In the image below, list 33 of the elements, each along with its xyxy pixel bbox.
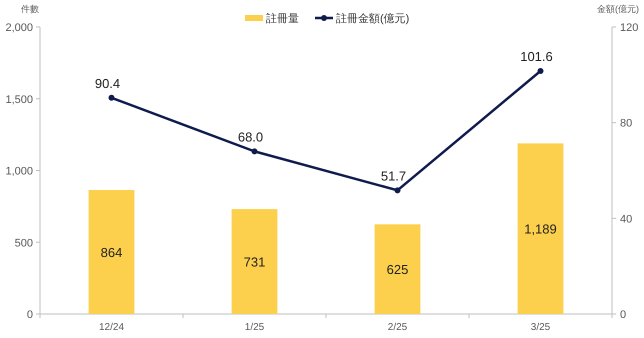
y-tick-label: 500 [14,237,33,250]
point [538,68,544,74]
y2-tick-label: 0 [620,309,626,321]
point [108,94,114,101]
x-tick-label: 3/25 [530,322,551,333]
y-axis-title: 件數 [21,4,39,14]
y2-axis-title: 金額(億元) [597,4,639,14]
y2-tick-label: 40 [620,213,632,226]
bar [374,224,420,314]
point [252,148,258,154]
data-label: 625 [386,262,408,278]
x-tick-label: 1/25 [244,322,265,333]
data-label: 864 [100,245,122,260]
legend-label: 註冊量 [266,12,299,25]
point [394,187,400,194]
legend-label: 註冊金額(億元) [336,12,410,25]
y-tick-label: 0 [26,309,33,321]
y-tick-label: 2,000 [5,22,33,34]
y2-tick-label: 120 [620,22,638,34]
data-label: 68.0 [238,129,264,144]
data-label: 731 [244,254,266,270]
data-label: 101.6 [520,49,553,64]
data-label: 1,189 [524,222,557,237]
y2-tick-label: 80 [620,118,632,130]
y-tick-label: 1,500 [5,94,33,106]
y-tick-label: 1,000 [5,166,33,178]
x-tick-label: 12/24 [98,322,124,333]
bar [518,143,564,314]
x-tick-label: 2/25 [388,322,408,333]
data-label: 51.7 [380,168,406,184]
bar [232,209,278,314]
bar [88,190,134,314]
data-label: 90.4 [94,76,120,91]
